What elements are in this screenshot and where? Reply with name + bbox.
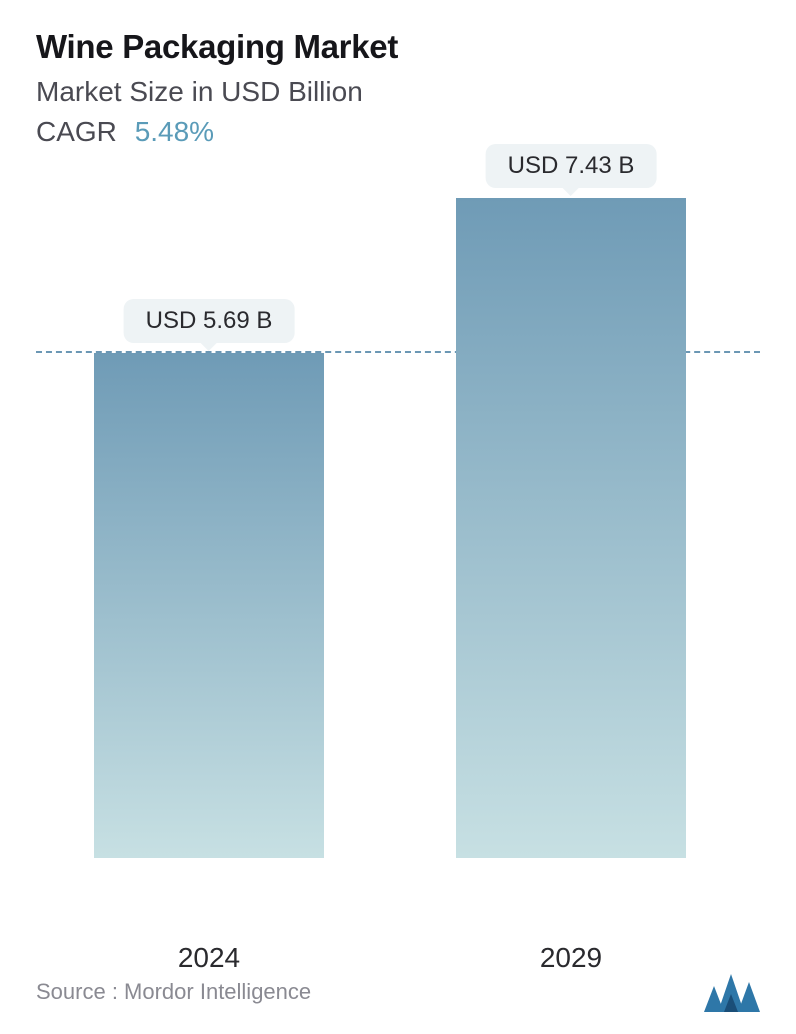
x-axis-label-2024: 2024 [94, 942, 324, 974]
chart-subtitle: Market Size in USD Billion [36, 76, 760, 108]
cagr-label: CAGR [36, 116, 117, 147]
x-axis-label-2029: 2029 [456, 942, 686, 974]
brand-logo [704, 972, 760, 1012]
cagr-value: 5.48% [135, 116, 214, 147]
value-badge-2029: USD 7.43 B [486, 144, 657, 188]
chart-area: USD 5.69 B USD 7.43 B 2024 2029 [36, 198, 760, 1014]
footer: Source : Mordor Intelligence [36, 972, 760, 1012]
value-badge-2024: USD 5.69 B [124, 299, 295, 343]
plot-region: USD 5.69 B USD 7.43 B [36, 198, 760, 858]
source-text: Source : Mordor Intelligence [36, 979, 311, 1005]
bar-2029: USD 7.43 B [456, 198, 686, 858]
chart-card: Wine Packaging Market Market Size in USD… [0, 0, 796, 1034]
chart-title: Wine Packaging Market [36, 28, 760, 66]
bar-2024: USD 5.69 B [94, 353, 324, 858]
cagr-line: CAGR 5.48% [36, 116, 760, 148]
logo-icon [704, 972, 760, 1012]
